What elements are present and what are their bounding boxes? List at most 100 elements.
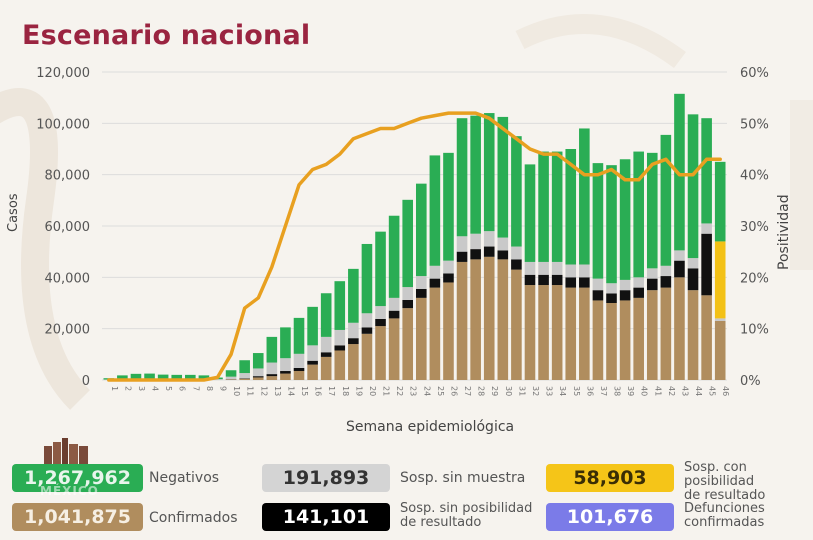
- bar-segment: [633, 277, 644, 288]
- negativos-value: 1,267,962: [24, 467, 131, 489]
- bar-segment: [538, 261, 549, 275]
- bar-segment: [429, 287, 441, 380]
- bar-segment: [402, 299, 414, 309]
- bar-segment: [415, 297, 427, 380]
- x-tick-label: 6: [178, 386, 187, 391]
- bar-segment: [524, 164, 536, 262]
- bar-segment: [565, 287, 577, 380]
- bar-segment: [633, 287, 644, 298]
- bar-segment: [456, 118, 468, 237]
- sin-posibilidad-label: Sosp. sin posibilidad de resultado: [400, 502, 532, 530]
- bar-segment: [619, 279, 631, 291]
- x-tick-label: 24: [422, 386, 431, 396]
- bar-segment: [266, 336, 278, 363]
- x-tick-label: 22: [395, 386, 404, 396]
- bar-segment: [674, 260, 685, 278]
- bar-segment: [714, 318, 726, 321]
- bar-segment: [334, 345, 346, 351]
- bar-segment: [429, 278, 441, 288]
- x-tick-label: 4: [151, 386, 160, 391]
- bar-segment: [266, 376, 278, 380]
- bar-segment: [307, 360, 318, 365]
- con-posibilidad-label-line2: de resultado: [684, 488, 766, 503]
- bar-segment: [348, 338, 359, 345]
- bar-segment: [252, 376, 264, 378]
- mexico-logo: [38, 436, 98, 464]
- bar-segment: [470, 115, 481, 234]
- bar-segment: [565, 277, 577, 288]
- sin-muestra-label: Sosp. sin muestra: [400, 470, 526, 486]
- bar-segment: [714, 320, 726, 380]
- bar-segment: [307, 306, 318, 346]
- bar-segment: [606, 293, 617, 303]
- bar-segment: [429, 155, 441, 266]
- x-tick-label: 30: [504, 386, 513, 396]
- y-axis-title: Casos: [6, 193, 21, 232]
- bar-segment: [511, 136, 522, 247]
- bar-segment: [456, 261, 468, 380]
- y2-tick-label: 20%: [740, 271, 769, 286]
- x-axis-title: Semana epidemiológica: [346, 419, 515, 435]
- bar-segment: [660, 265, 672, 277]
- bar-segment: [470, 259, 481, 380]
- bar-segment: [252, 368, 264, 377]
- bar-segment: [497, 250, 509, 260]
- bar-segment: [619, 159, 631, 280]
- bar-segment: [633, 151, 644, 278]
- bar-segment: [687, 290, 699, 380]
- bar-segment: [483, 113, 495, 232]
- bar-segment: [470, 233, 481, 250]
- bar-segment: [157, 374, 169, 380]
- bar-segment: [334, 329, 346, 346]
- x-tick-label: 45: [708, 386, 717, 396]
- con-posibilidad-label-line1: Sosp. con posibilidad: [684, 460, 755, 489]
- defunciones-label-line2: confirmadas: [684, 515, 765, 530]
- bar-segment: [701, 295, 712, 380]
- bar-segment: [388, 318, 400, 380]
- y2-axis-title: Positividad: [776, 194, 792, 270]
- bar-segment: [592, 290, 604, 301]
- negativos-label: Negativos: [149, 470, 220, 486]
- bar-segment: [511, 246, 522, 260]
- x-tick-label: 28: [477, 386, 486, 396]
- bar-segment: [456, 236, 468, 252]
- x-tick-label: 44: [694, 386, 703, 396]
- x-tick-label: 16: [314, 386, 323, 396]
- x-tick-label: 34: [558, 386, 567, 396]
- bar-segment: [225, 376, 237, 380]
- x-tick-label: 1: [110, 386, 119, 391]
- bar-segment: [307, 345, 318, 361]
- bar-segment: [375, 306, 386, 319]
- x-tick-label: 14: [286, 386, 295, 396]
- bar-segment: [361, 327, 373, 334]
- bar-segment: [307, 364, 318, 380]
- bar-segment: [687, 268, 699, 291]
- confirmados-value: 1,041,875: [24, 506, 131, 528]
- bar-segment: [687, 114, 699, 259]
- x-tick-label: 11: [246, 386, 255, 396]
- bar-segment: [402, 308, 414, 380]
- y-tick-label: 20,000: [45, 323, 91, 338]
- sin-posibilidad-label-line2: de resultado: [400, 515, 482, 530]
- x-tick-label: 35: [572, 386, 581, 396]
- bar-segment: [239, 360, 250, 374]
- y2-tick-label: 50%: [740, 117, 769, 132]
- bar-segment: [619, 290, 631, 301]
- bar-segment: [225, 370, 237, 377]
- x-tick-label: 8: [205, 386, 214, 391]
- sin-posibilidad-value: 141,101: [282, 506, 370, 528]
- bar-segment: [456, 251, 468, 262]
- x-tick-label: 31: [517, 386, 526, 396]
- y2-tick-label: 60%: [740, 66, 769, 81]
- x-tick-label: 21: [382, 386, 391, 396]
- bar-segment: [429, 265, 441, 279]
- bar-segment: [592, 163, 604, 279]
- x-tick-label: 17: [327, 386, 336, 396]
- bar-segment: [538, 285, 549, 380]
- con-posibilidad-label: Sosp. con posibilidad de resultado: [684, 461, 813, 503]
- bar-segment: [606, 283, 617, 294]
- sin-muestra-value-box: 191,893: [262, 464, 390, 492]
- bar-segment: [579, 128, 590, 265]
- bar-segment: [280, 373, 291, 380]
- y-tick-label: 40,000: [45, 271, 91, 286]
